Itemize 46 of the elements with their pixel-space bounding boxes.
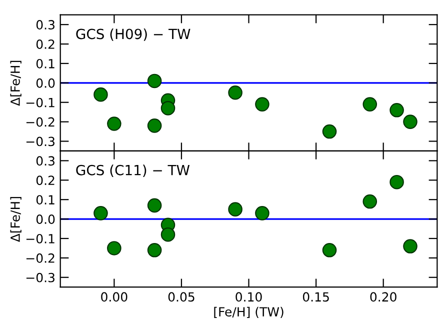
y-tick-label: 0.0 xyxy=(36,78,55,88)
point xyxy=(94,206,108,220)
point xyxy=(362,194,378,209)
y-tick-label: 0.0 xyxy=(36,214,55,224)
x-tick-label: 0.20 xyxy=(370,292,396,302)
annotation: GCS (H09) − TW xyxy=(76,28,190,41)
y-tick-label: −0.3 xyxy=(26,136,54,146)
x-tick-label: 0.00 xyxy=(101,292,128,302)
point xyxy=(160,101,176,116)
y-tick-label: −0.2 xyxy=(26,117,54,127)
point xyxy=(94,87,108,102)
y-axis-title: Δ[Fe/H] xyxy=(10,197,22,242)
y-tick-label: 0.1 xyxy=(36,195,54,205)
x-tick-label: 0.10 xyxy=(236,292,262,302)
point xyxy=(147,198,162,213)
y-tick-label: −0.2 xyxy=(26,253,54,263)
point xyxy=(147,243,162,258)
point xyxy=(403,239,418,254)
y-tick-label: −0.1 xyxy=(26,234,54,244)
y-tick-label: −0.1 xyxy=(26,98,54,108)
y-tick-label: 0.2 xyxy=(36,176,54,186)
annotation: GCS (C11) − TW xyxy=(76,164,190,177)
x-axis-title: [Fe/H] (TW) xyxy=(214,306,284,318)
x-tick-label: 0.05 xyxy=(168,292,194,302)
y-tick-label: 0.2 xyxy=(36,39,54,49)
point xyxy=(255,97,270,112)
point xyxy=(322,243,337,258)
y-axis-title: Δ[Fe/H] xyxy=(10,60,22,106)
point xyxy=(160,227,176,242)
point xyxy=(390,174,404,190)
point xyxy=(255,206,270,220)
point xyxy=(107,241,122,256)
point xyxy=(228,85,242,100)
point xyxy=(362,97,378,112)
point xyxy=(228,202,242,216)
point xyxy=(107,116,122,131)
y-tick-label: 0.1 xyxy=(36,58,54,68)
x-tick-label: 0.15 xyxy=(302,292,329,302)
point xyxy=(390,102,404,118)
y-tick-label: 0.3 xyxy=(36,20,54,30)
y-tick-label: 0.3 xyxy=(36,156,54,166)
point xyxy=(322,124,337,139)
y-tick-label: −0.3 xyxy=(26,272,54,282)
point xyxy=(403,114,418,129)
point xyxy=(147,74,162,88)
point xyxy=(147,118,162,133)
